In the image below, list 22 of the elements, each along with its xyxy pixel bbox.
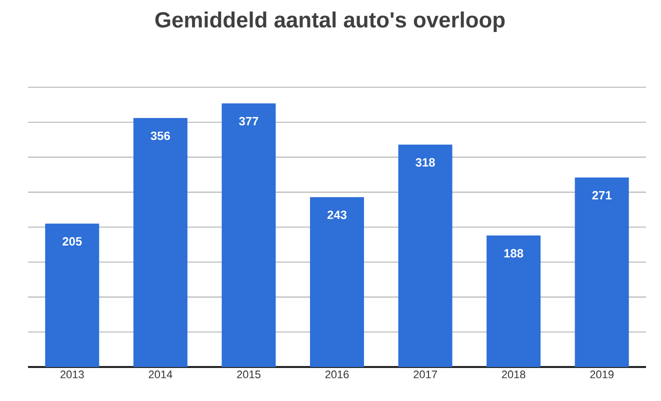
data-label: 271 [592,191,612,200]
x-tick-label: 2013 [60,370,84,378]
data-label: 188 [504,249,524,258]
x-tick-label: 2018 [502,370,526,378]
data-label: 318 [416,158,435,167]
x-tick-label: 2017 [414,370,437,378]
chart-title: Gemiddeld aantal auto's overloop [155,12,505,32]
data-label: 377 [239,116,258,126]
x-tick-label: 2019 [590,370,614,378]
bar [310,197,364,367]
bar [574,177,629,367]
bar [398,144,452,367]
bar [133,118,188,367]
data-label: 205 [62,237,82,246]
bar [222,103,276,367]
bar [45,224,100,367]
bar [486,236,541,367]
x-tick-label: 2015 [237,370,260,378]
x-tick-label: 2014 [148,370,172,378]
data-label: 243 [327,210,347,220]
data-label: 356 [150,132,170,140]
x-tick-label: 2016 [325,370,349,378]
